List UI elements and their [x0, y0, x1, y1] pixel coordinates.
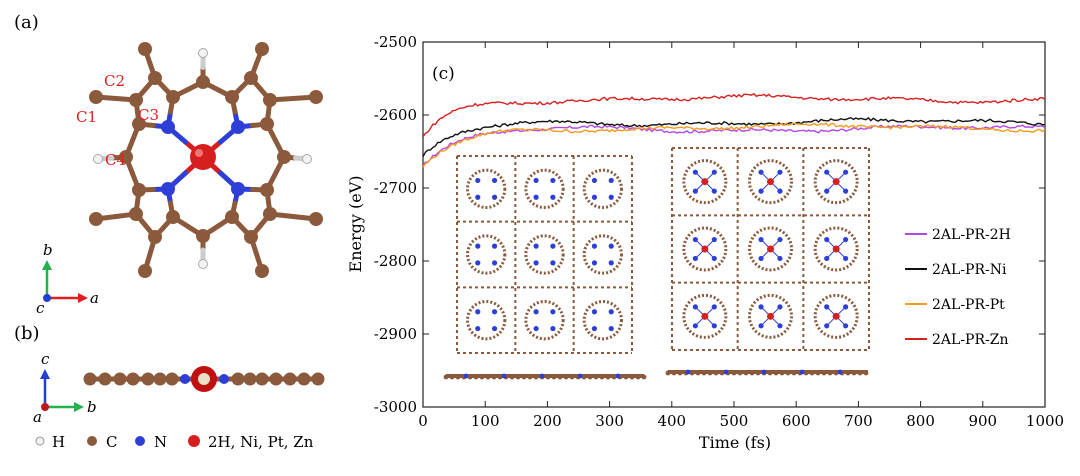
label-c2: C2 [104, 72, 125, 90]
axis-b-side: b [87, 398, 97, 416]
legend-label: 2AL-PR-Pt [932, 297, 1005, 313]
porphyrin-top-view [89, 42, 323, 278]
legend-n-icon [135, 436, 145, 446]
legend-label: 2AL-PR-2H [932, 227, 1011, 243]
y-tick-label: -2800 [374, 252, 417, 270]
y-tick-label: -2900 [374, 325, 417, 343]
inset-side-strip [443, 373, 647, 380]
legend-n-label: N [154, 433, 167, 451]
series-lines [422, 93, 1046, 168]
axis-c-side: c [41, 350, 50, 368]
y-tick-label: -2600 [374, 106, 417, 124]
label-c3: C3 [138, 106, 159, 124]
x-tick-label: 500 [720, 412, 749, 430]
x-tick-label: 200 [533, 412, 562, 430]
x-tick-label: 600 [782, 412, 811, 430]
x-tick-label: 300 [595, 412, 624, 430]
panel-label-b: (b) [14, 323, 40, 344]
inset-2h-grid [456, 155, 633, 354]
x-tick-label: 400 [657, 412, 686, 430]
axis-a-side: a [33, 408, 42, 426]
y-tick-label: -2700 [374, 179, 417, 197]
x-tick-label: 1000 [1026, 412, 1064, 430]
series-line-2al-pr-pt [422, 122, 1046, 168]
axis-ticks: 0 100 200 300 400 500 600 700 800 900 1000 -2500 -26… [374, 33, 1064, 430]
axes-indicator-side: c a b [33, 350, 97, 426]
series-line-2al-pr-ni [422, 116, 1046, 158]
legend-label: 2AL-PR-Ni [932, 262, 1007, 278]
porphyrin-side-view [83, 366, 325, 392]
atom-legend: H C N 2H, Ni, Pt, Zn [35, 433, 314, 451]
panel-label-c: (c) [432, 64, 455, 84]
axis-c-top: c [36, 299, 45, 317]
axes-indicator-top: b c a [36, 241, 99, 317]
inset-metal-grid [671, 147, 870, 351]
axis-b-top: b [43, 241, 53, 259]
y-tick-label: -2500 [374, 33, 417, 51]
y-axis-label: Energy (eV) [346, 176, 365, 273]
y-tick-label: -3000 [374, 398, 417, 416]
legend-h-label: H [52, 433, 65, 451]
label-c1: C1 [76, 108, 97, 126]
x-axis-label: Time (fs) [699, 433, 771, 452]
legend-label: 2AL-PR-Zn [932, 332, 1008, 348]
legend-c-icon [87, 436, 97, 446]
x-tick-label: 100 [471, 412, 500, 430]
series-line-2al-pr-zn [422, 93, 1046, 138]
x-tick-label: 800 [906, 412, 935, 430]
legend-h-icon [35, 436, 45, 446]
legend-c-label: C [106, 433, 117, 451]
legend-metal-icon [188, 435, 200, 447]
energy-time-chart: 0 100 200 300 400 500 600 700 800 900 1000 -2500 -26… [346, 33, 1064, 452]
axis-a-top: a [90, 289, 99, 307]
x-tick-label: 900 [968, 412, 997, 430]
panel-label-a: (a) [14, 12, 39, 33]
label-c4: C4 [105, 151, 126, 169]
x-tick-label: 700 [844, 412, 873, 430]
legend-metal-label: 2H, Ni, Pt, Zn [208, 433, 314, 451]
inset-side-strip [665, 369, 869, 376]
chart-legend: 2AL-PR-2H 2AL-PR-Ni 2AL-PR-Pt 2AL-PR-Zn [905, 227, 1011, 348]
inset-structures [443, 147, 870, 380]
x-tick-label: 0 [418, 412, 428, 430]
